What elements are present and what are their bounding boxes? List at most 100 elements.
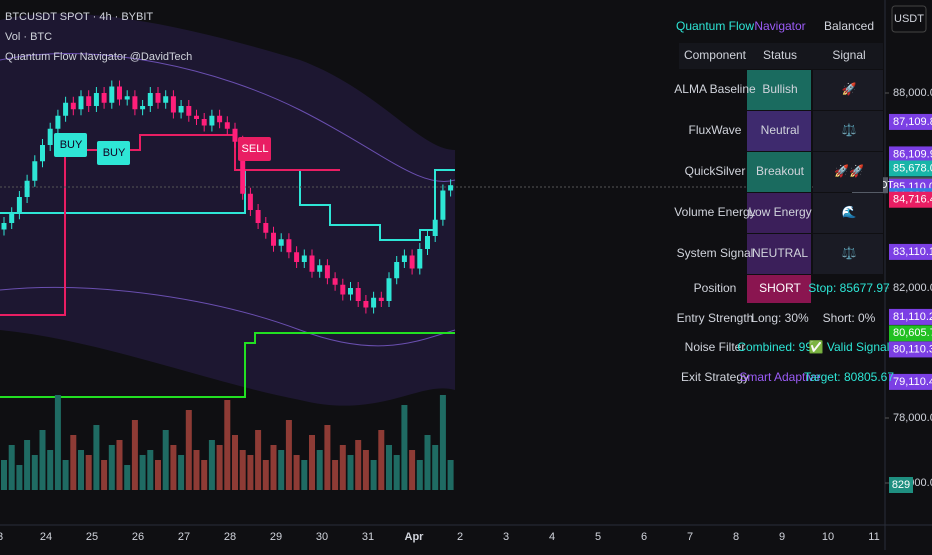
volume-bar: [439, 395, 446, 490]
time-label: 9: [779, 531, 785, 543]
candle: [355, 288, 361, 301]
table-cell: FluxWave: [689, 123, 742, 137]
candle: [324, 265, 330, 279]
status-cell: [747, 193, 811, 233]
table-cell: Stop: 85677.97: [808, 281, 890, 295]
candle: [40, 145, 45, 162]
candle: [147, 93, 153, 106]
time-label: 24: [40, 531, 52, 543]
candle: [101, 93, 107, 103]
price-badge-label: 85,678.0: [893, 162, 932, 174]
volume-bar: [93, 425, 100, 490]
volume-bar: [224, 400, 231, 490]
volume-bar: [232, 435, 238, 490]
volume-bar: [85, 455, 92, 490]
time-label: Apr: [405, 531, 425, 543]
volume-bar: [362, 450, 369, 490]
volume-bar: [108, 445, 115, 490]
price-badge: [889, 146, 932, 163]
candle: [332, 278, 338, 285]
band-line: [0, 286, 456, 347]
candle: [209, 115, 215, 126]
price-badge: [889, 243, 932, 260]
table-header: Status: [763, 48, 797, 62]
volume-bar: [170, 445, 177, 490]
table-cell: ✅ Valid Signal: [809, 340, 890, 354]
time-label: 26: [132, 531, 144, 543]
candle: [24, 180, 30, 197]
band-line: [0, 53, 456, 182]
volume-bar: [309, 435, 315, 490]
table-cell: Position: [694, 281, 737, 295]
table-cell: 🌊: [842, 205, 857, 219]
volume-bar: [139, 455, 146, 490]
signal-label: SELL: [242, 143, 269, 155]
volume-bar: [78, 450, 84, 490]
volume-bar: [270, 445, 277, 490]
volume-bar: [285, 420, 292, 490]
candle: [132, 96, 138, 110]
price-badge: [889, 325, 932, 342]
candle: [124, 96, 130, 100]
time-label: 2: [457, 531, 463, 543]
candle: [32, 161, 38, 181]
candle: [378, 297, 384, 301]
volume-bar: [155, 460, 161, 490]
table-cell: ⚖️: [842, 123, 857, 137]
volume-bar: [124, 465, 131, 490]
table-title: Navigator: [754, 19, 805, 33]
volume-bar: [278, 450, 285, 490]
symbol: BTCUSDT SPOT · 4h · BYBIT: [5, 11, 153, 23]
table-header: Component: [684, 48, 747, 62]
volume-badge-label: 829: [892, 479, 910, 491]
table-header: Signal: [832, 48, 865, 62]
candle: [294, 252, 300, 262]
table-cell: Low Energy: [748, 205, 811, 219]
volume-bar: [193, 450, 200, 490]
volume-bar: [162, 430, 169, 490]
time-label: 6: [641, 531, 647, 543]
candle: [432, 219, 438, 236]
volume-bar: [447, 460, 454, 490]
table-title: Balanced: [824, 19, 874, 33]
time-label: 29: [270, 531, 282, 543]
table-cell: Breakout: [756, 164, 805, 178]
candle: [409, 255, 415, 269]
volume-bar: [24, 440, 31, 490]
candle: [394, 262, 400, 279]
currency-box[interactable]: [891, 5, 927, 33]
table-cell: SHORT: [759, 281, 801, 295]
candle: [9, 213, 15, 223]
volume-bar: [409, 450, 416, 490]
time-label: 27: [178, 531, 190, 543]
candle: [186, 106, 192, 116]
time-label: 30: [316, 531, 328, 543]
volume-bar: [386, 445, 392, 490]
candle: [301, 255, 307, 262]
candle: [78, 96, 84, 110]
table-header-bg: [679, 43, 883, 69]
time-label: 31: [362, 531, 374, 543]
price-badge: [889, 160, 932, 177]
candle: [140, 106, 146, 110]
table-cell: Neutral: [761, 123, 800, 137]
candle: [178, 106, 184, 113]
candle: [240, 141, 246, 194]
volume-bar: [378, 430, 385, 490]
volume-bar: [247, 455, 254, 490]
candle: [163, 96, 169, 103]
candle: [63, 102, 69, 116]
currency[interactable]: USDT: [894, 13, 924, 25]
candle: [417, 249, 423, 269]
candle: [271, 232, 276, 246]
volume-bar: [62, 460, 69, 490]
volume-bar: [347, 455, 354, 490]
status-cell: [747, 275, 811, 303]
volume-bar: [101, 460, 108, 490]
volume-bar: [216, 445, 223, 490]
candle: [170, 96, 176, 113]
volume-label: Vol · BTC: [5, 31, 52, 43]
volume-bar: [370, 460, 377, 490]
table-title: Quantum Flow: [676, 19, 754, 33]
signal-label: BUY: [103, 147, 126, 159]
